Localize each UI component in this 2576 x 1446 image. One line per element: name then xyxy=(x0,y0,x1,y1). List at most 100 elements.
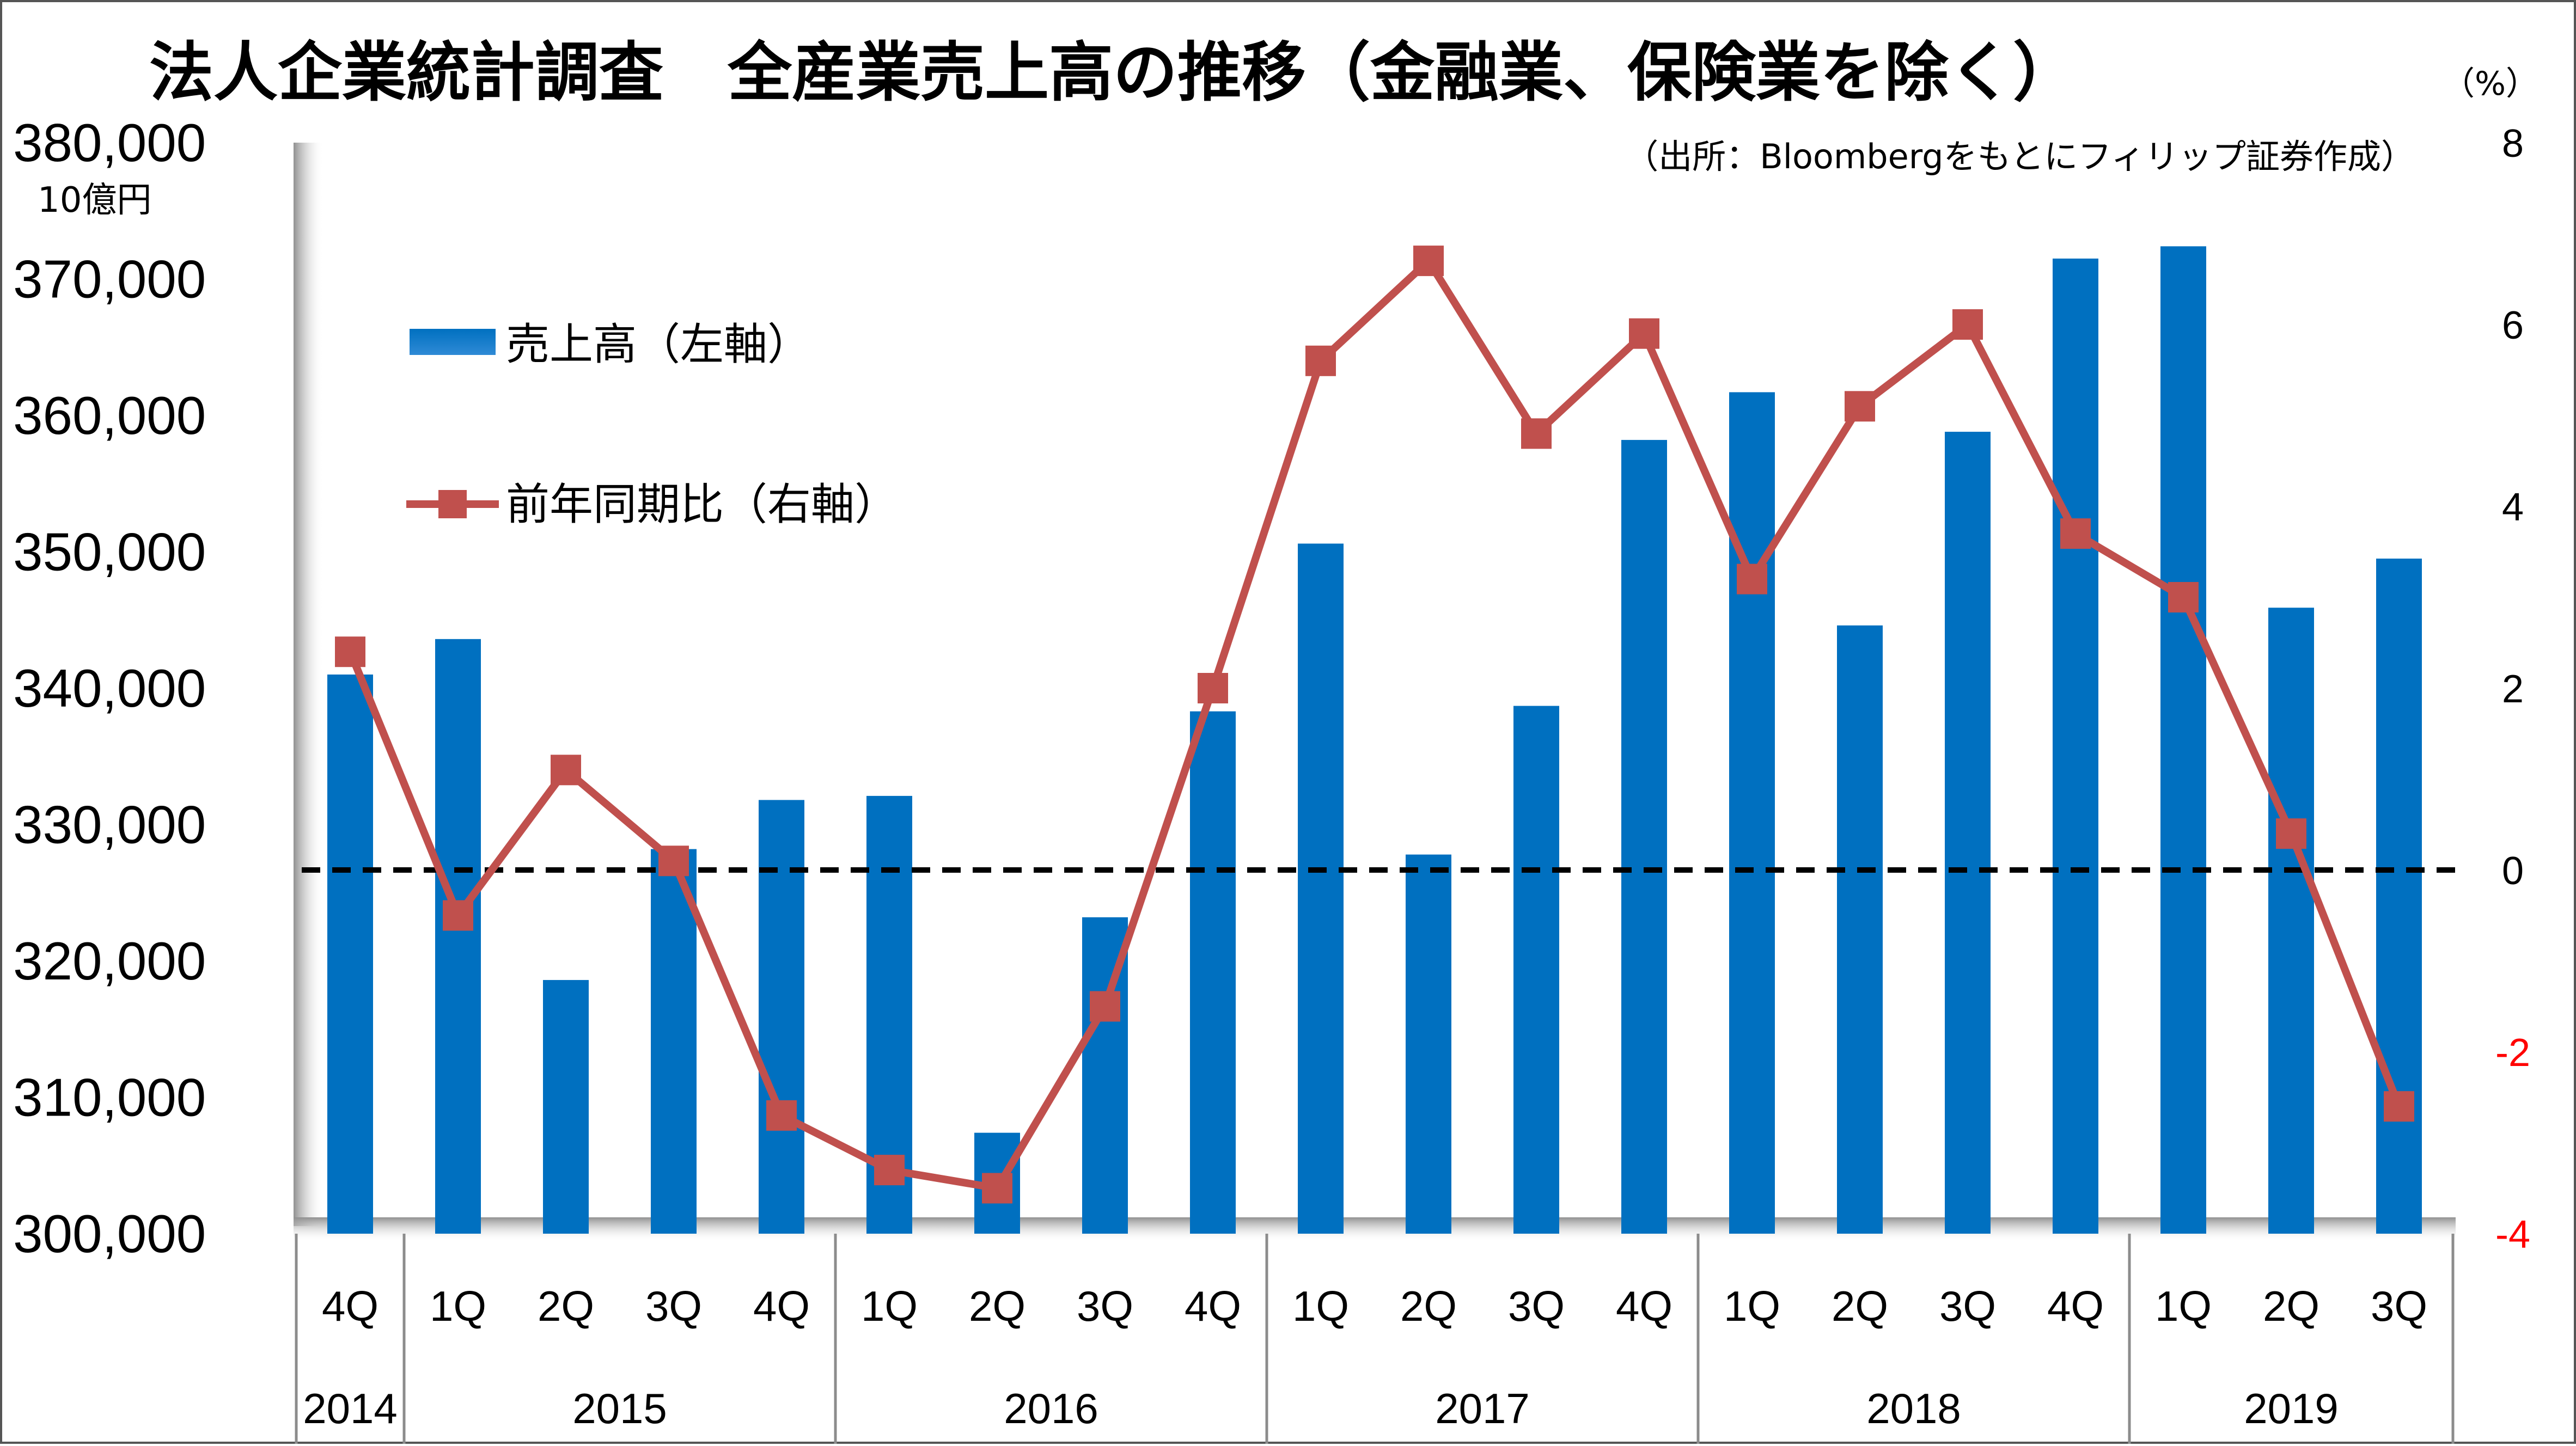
yoy-point-8 xyxy=(1198,673,1228,703)
left-tick-label: 370,000 xyxy=(13,249,206,309)
quarter-label: 1Q xyxy=(861,1282,918,1330)
bar-12 xyxy=(1621,440,1667,1234)
yoy-line xyxy=(346,257,2403,1192)
year-label: 2015 xyxy=(572,1384,667,1432)
quarter-label: 4Q xyxy=(2047,1282,2104,1330)
year-label: 2016 xyxy=(1004,1384,1098,1432)
bar-11 xyxy=(1513,706,1559,1234)
bar-14 xyxy=(1837,625,1883,1234)
bar-9 xyxy=(1298,543,1344,1234)
bar-10 xyxy=(1406,854,1451,1234)
x-axis-years: 2014 2015 2016 2017 2018 2019 xyxy=(303,1384,2339,1432)
chart-title: 法人企業統計調査 全産業売上高の推移（金融業、保険業を除く） xyxy=(149,35,2077,110)
right-tick-label: -4 xyxy=(2495,1213,2530,1257)
yoy-point-12 xyxy=(1629,318,1659,349)
quarter-label: 2Q xyxy=(969,1282,1025,1330)
bar-19 xyxy=(2376,559,2422,1234)
left-tick-label: 350,000 xyxy=(13,522,206,582)
quarter-label: 4Q xyxy=(1185,1282,1241,1330)
yoy-point-11 xyxy=(1521,418,1552,449)
right-tick-label: 2 xyxy=(2502,667,2524,711)
yoy-point-0 xyxy=(335,636,365,667)
year-label: 2018 xyxy=(1866,1384,1961,1432)
right-tick-label: 4 xyxy=(2502,486,2524,529)
bar-13 xyxy=(1729,392,1775,1234)
right-tick-label: 8 xyxy=(2502,122,2524,166)
bar-8 xyxy=(1190,711,1236,1234)
quarter-label: 2Q xyxy=(1832,1282,1888,1330)
legend: 売上高（左軸） 前年同期比（右軸） xyxy=(406,319,898,530)
category-table xyxy=(295,1234,2455,1444)
quarter-label: 3Q xyxy=(1077,1282,1133,1330)
yoy-point-10 xyxy=(1413,246,1444,277)
quarter-label: 2Q xyxy=(1400,1282,1457,1330)
left-tick-label: 380,000 xyxy=(13,113,206,173)
year-label: 2019 xyxy=(2244,1384,2339,1432)
chart-source: （出所：Bloombergをもとにフィリップ証券作成） xyxy=(1625,137,2415,176)
bar-0 xyxy=(327,674,373,1234)
yoy-point-16 xyxy=(2060,518,2091,549)
plot-bottom-shade xyxy=(294,1217,2456,1242)
bar-17 xyxy=(2160,246,2206,1234)
yoy-point-5 xyxy=(874,1155,905,1186)
left-tick-label: 360,000 xyxy=(13,385,206,445)
year-label: 2017 xyxy=(1435,1384,1530,1432)
quarter-label: 1Q xyxy=(430,1282,486,1330)
left-tick-label: 300,000 xyxy=(13,1204,206,1264)
left-axis: 300,000 310,000 320,000 330,000 340,000 350,0… xyxy=(13,113,206,1264)
quarter-label: 2Q xyxy=(2263,1282,2319,1330)
bar-15 xyxy=(1945,432,1991,1234)
yoy-point-19 xyxy=(2384,1091,2414,1122)
left-tick-label: 330,000 xyxy=(13,795,206,855)
left-axis-unit: 10億円 xyxy=(38,180,151,220)
legend-line-label: 前年同期比（右軸） xyxy=(506,479,898,530)
quarter-label: 1Q xyxy=(1724,1282,1780,1330)
bar-18 xyxy=(2268,608,2314,1234)
yoy-point-3 xyxy=(658,845,689,877)
yoy-point-6 xyxy=(982,1173,1012,1204)
quarter-label: 4Q xyxy=(1616,1282,1672,1330)
legend-bar-label: 売上高（左軸） xyxy=(506,319,811,370)
right-tick-label: -2 xyxy=(2495,1031,2530,1075)
yoy-point-15 xyxy=(1952,309,1983,340)
right-axis-unit: （%） xyxy=(2442,65,2538,103)
quarter-label: 3Q xyxy=(1508,1282,1565,1330)
yoy-point-13 xyxy=(1737,563,1767,595)
legend-line-marker xyxy=(438,490,467,518)
yoy-point-1 xyxy=(443,900,473,931)
year-label: 2014 xyxy=(303,1384,398,1432)
yoy-point-18 xyxy=(2276,818,2306,849)
yoy-point-9 xyxy=(1305,345,1336,376)
right-tick-label: 6 xyxy=(2502,304,2524,347)
yoy-point-7 xyxy=(1090,991,1120,1022)
quarter-label: 3Q xyxy=(1939,1282,1996,1330)
yoy-point-2 xyxy=(551,755,581,786)
x-axis-quarters: 4Q 1Q 2Q 3Q 4Q 1Q 2Q 3Q 4Q 1Q 2Q 3Q 4Q 1Q 2Q 3Q 4Q 1Q 2Q 3Q xyxy=(322,1282,2427,1330)
yoy-point-14 xyxy=(1845,391,1875,422)
quarter-label: 1Q xyxy=(2155,1282,2212,1330)
bar-4 xyxy=(759,800,804,1234)
plot-left-shade xyxy=(294,143,323,1226)
quarter-label: 3Q xyxy=(2371,1282,2427,1330)
line-series xyxy=(335,246,2414,1204)
left-tick-label: 320,000 xyxy=(13,931,206,991)
right-tick-label: 0 xyxy=(2502,849,2524,893)
yoy-point-4 xyxy=(766,1100,797,1131)
bar-3 xyxy=(651,849,697,1234)
quarter-label: 4Q xyxy=(753,1282,810,1330)
right-axis: -4 -2 0 2 4 6 8 xyxy=(2495,122,2530,1257)
quarter-label: 4Q xyxy=(322,1282,379,1330)
yoy-point-17 xyxy=(2168,582,2199,612)
quarter-label: 3Q xyxy=(645,1282,702,1330)
left-tick-label: 340,000 xyxy=(13,658,206,718)
bar-series xyxy=(327,246,2422,1234)
bar-2 xyxy=(543,980,589,1234)
legend-bar-swatch xyxy=(410,329,496,355)
bar-16 xyxy=(2053,258,2098,1234)
bar-1 xyxy=(435,639,481,1234)
quarter-label: 2Q xyxy=(538,1282,594,1330)
left-tick-label: 310,000 xyxy=(13,1068,206,1128)
quarter-label: 1Q xyxy=(1292,1282,1349,1330)
